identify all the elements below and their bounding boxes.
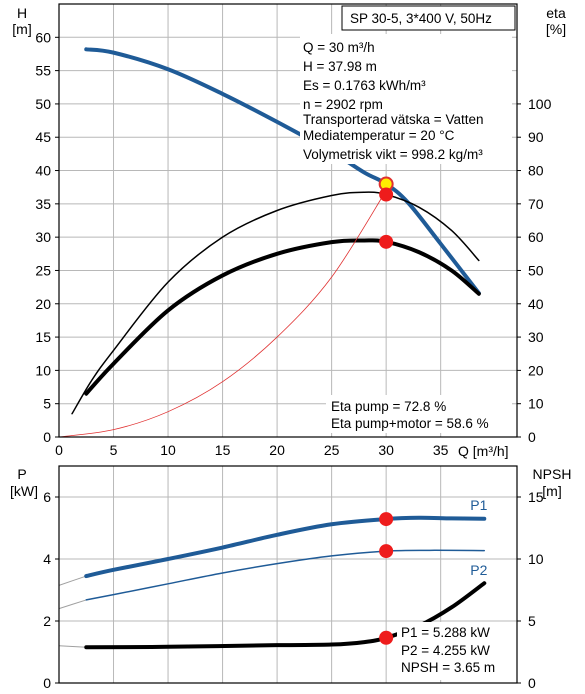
chart-title: SP 30-5, 3*400 V, 50Hz: [350, 11, 492, 26]
left-tick-label: 35: [35, 196, 51, 212]
bottom-right-tick-labels: 0 5 10 15: [517, 489, 544, 691]
left-tick-label: 4: [43, 551, 51, 567]
right-tick-label: 30: [528, 329, 544, 345]
right-tick-label: 0: [528, 429, 536, 445]
x-axis-label: Q [m³/h]: [458, 443, 509, 459]
bottom-plot-frame: [58, 465, 518, 684]
p1-info-text: P1 = 5.288 kW: [401, 625, 490, 640]
left-tick-label: 40: [35, 163, 51, 179]
info-line-q: Q = 30 m³/h: [303, 40, 375, 55]
info-line-es: Es = 0.1763 kWh/m³: [303, 78, 426, 93]
right-tick-label: 90: [528, 129, 544, 145]
eta-pump-motor-text: Eta pump+motor = 58.6 %: [331, 416, 489, 431]
info-box-backdrop: [300, 34, 512, 164]
right-tick-label: 15: [528, 489, 544, 505]
left-tick-label: 55: [35, 63, 51, 79]
series-line-p2: [85, 549, 486, 601]
x-tick-label: 20: [269, 442, 285, 458]
info-box: Q = 30 m³/h H = 37.98 m Es = 0.1763 kWh/…: [303, 40, 483, 162]
power-info-backdrop: [397, 622, 513, 680]
series-line-0-1: [71, 191, 480, 415]
npsh-info-text: NPSH = 3.65 m: [401, 660, 495, 675]
bottom-left-axis-unit: [kW]: [10, 483, 38, 499]
right-tick-label: 60: [528, 229, 544, 245]
top-right-tick-labels: 0 10 20 30 40 50 60 70 80 90 100: [517, 96, 552, 445]
left-tick-label: 6: [43, 489, 51, 505]
x-tick-label: 10: [160, 442, 176, 458]
left-tick-label: 10: [35, 362, 51, 378]
top-left-axis-unit: [m]: [12, 21, 31, 37]
top-x-tick-labels: 0 5 10 15 20 25 30 35: [55, 442, 449, 458]
top-plot-frame: [58, 3, 518, 438]
info-line-temp: Mediatemperatur = 20 °C: [303, 128, 455, 143]
p2-info-text: P2 = 4.255 kW: [401, 643, 490, 658]
x-tick-label: 35: [433, 442, 449, 458]
x-tick-label: 0: [55, 442, 63, 458]
right-tick-label: 10: [528, 551, 544, 567]
operating-point-marker: [379, 630, 394, 645]
left-tick-label: 45: [35, 129, 51, 145]
bottom-left-tick-labels: 0 2 4 6: [43, 489, 59, 691]
bottom-chart: P1 P2 0 2 4 6 0 5 10 15 P [kW] NPSH [m] P1 = 5.…: [10, 465, 572, 691]
left-tick-label: 30: [35, 229, 51, 245]
operating-point-marker: [379, 512, 394, 527]
operating-point-marker: [379, 187, 394, 202]
series-line-1-2: [84, 581, 487, 650]
left-tick-label: 20: [35, 296, 51, 312]
right-tick-label: 20: [528, 362, 544, 378]
top-right-axis-label: eta: [546, 5, 566, 21]
eta-info-backdrop: [326, 395, 512, 433]
bottom-right-axis-unit: [m]: [542, 483, 561, 499]
right-tick-label: 80: [528, 163, 544, 179]
right-tick-label: 50: [528, 262, 544, 278]
info-line-h: H = 37.98 m: [303, 59, 377, 74]
left-tick-label: 50: [35, 96, 51, 112]
series-label-p2: P2: [470, 562, 487, 578]
x-axis-label-backdrop: [452, 443, 518, 461]
right-tick-label: 100: [528, 96, 552, 112]
right-tick-label: 5: [528, 613, 536, 629]
x-tick-label: 15: [215, 442, 231, 458]
right-tick-label: 10: [528, 396, 544, 412]
left-tick-label: 0: [43, 429, 51, 445]
left-tick-label: 15: [35, 329, 51, 345]
x-tick-label: 5: [110, 442, 118, 458]
top-left-axis-label: H: [17, 5, 27, 21]
left-tick-label: 2: [43, 613, 51, 629]
x-tick-label: 30: [378, 442, 394, 458]
info-line-liquid: Transporterad vätska = Vatten: [303, 112, 483, 127]
top-left-tick-labels: 0 5 10 15 20 25 30 35 40 45 50 55 60: [35, 29, 59, 445]
right-tick-label: 40: [528, 296, 544, 312]
info-line-density: Volymetrisk vikt = 998.2 kg/m³: [303, 147, 483, 162]
left-tick-label: 0: [43, 675, 51, 691]
series-label-p1: P1: [470, 497, 487, 513]
left-tick-label: 60: [35, 29, 51, 45]
right-tick-label: 70: [528, 196, 544, 212]
left-tick-label: 5: [43, 396, 51, 412]
series-extension-line: [58, 645, 87, 648]
series-line-0-3: [58, 190, 387, 438]
top-right-axis-unit: [%]: [546, 21, 566, 37]
series-extension-line: [58, 575, 87, 586]
chart-title-box: [341, 5, 516, 31]
operating-point-marker: [379, 544, 394, 559]
eta-pump-text: Eta pump = 72.8 %: [331, 399, 446, 414]
series-line-p1: [84, 515, 487, 579]
info-line-n: n = 2902 rpm: [303, 97, 383, 112]
right-tick-label: 0: [528, 675, 536, 691]
bottom-right-axis-label: NPSH: [533, 466, 572, 482]
top-markers: [378, 176, 394, 249]
operating-point-marker: [379, 234, 394, 249]
bottom-curves: P1 P2: [58, 497, 488, 650]
x-tick-label: 25: [324, 442, 340, 458]
series-extension-line: [58, 599, 87, 610]
bottom-markers: [379, 512, 394, 645]
series-line-0-2: [84, 238, 481, 396]
left-tick-label: 25: [35, 262, 51, 278]
bottom-left-axis-label: P: [17, 466, 26, 482]
